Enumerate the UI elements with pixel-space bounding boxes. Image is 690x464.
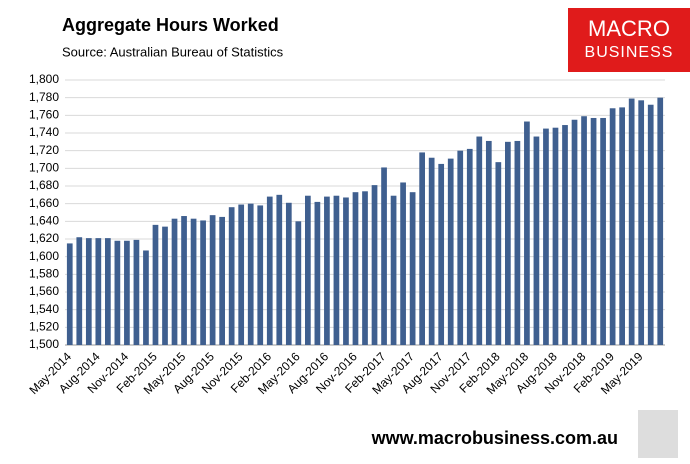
bar (524, 121, 530, 346)
bar (95, 238, 102, 345)
y-tick-label: 1,540 (29, 302, 59, 316)
footer-url: www.macrobusiness.com.au (371, 428, 618, 448)
bar (438, 163, 445, 345)
y-tick-label: 1,780 (29, 90, 59, 104)
bar (628, 98, 635, 345)
y-tick-label: 1,760 (29, 108, 59, 122)
bar (114, 240, 121, 345)
bar (247, 203, 254, 345)
bar (533, 136, 540, 345)
bar (66, 243, 73, 345)
bar (85, 238, 92, 345)
bar (295, 221, 302, 345)
chart-subtitle: Source: Australian Bureau of Statistics (62, 44, 284, 59)
bar (543, 128, 549, 345)
chart-title: Aggregate Hours Worked (62, 15, 279, 35)
y-tick-label: 1,700 (29, 161, 59, 175)
bar (485, 140, 492, 345)
y-tick-label: 1,640 (29, 214, 59, 228)
y-tick-label: 1,500 (29, 337, 59, 351)
bar (495, 162, 502, 345)
bar (124, 240, 130, 345)
bar (200, 220, 206, 345)
bar (219, 216, 225, 345)
bar (152, 224, 159, 345)
bar (657, 97, 664, 346)
logo-text: MACRO (588, 16, 670, 41)
bar (581, 116, 587, 345)
bar (381, 167, 387, 345)
bar (285, 202, 292, 345)
bar (257, 205, 264, 345)
bar (171, 218, 178, 345)
bar (419, 152, 425, 345)
bar (324, 196, 330, 345)
bar (333, 195, 340, 345)
logo-icon (638, 410, 678, 458)
bar (276, 194, 283, 345)
logo-text: BUSINESS (585, 44, 674, 61)
bar (181, 216, 187, 345)
bar (505, 141, 511, 345)
y-tick-label: 1,800 (29, 72, 59, 86)
bar (571, 119, 578, 345)
y-tick-label: 1,680 (29, 178, 59, 192)
bar (447, 158, 454, 345)
bar (457, 150, 464, 345)
logo-box (568, 8, 690, 72)
bar (466, 148, 473, 345)
bar (352, 192, 359, 345)
bar (343, 197, 349, 345)
y-tick-label: 1,600 (29, 249, 59, 263)
bar (162, 226, 168, 345)
bar (390, 195, 397, 345)
bar (619, 107, 625, 345)
bar (476, 136, 483, 345)
bar (266, 196, 273, 345)
bar (600, 117, 606, 345)
bar (552, 127, 559, 345)
bar (190, 218, 197, 345)
bar (105, 238, 111, 345)
bar (514, 140, 521, 345)
bar (647, 104, 654, 345)
bar (362, 191, 368, 345)
bar (305, 195, 311, 345)
bar (76, 237, 83, 345)
bar (409, 192, 416, 345)
bar (133, 239, 140, 345)
bar (371, 185, 378, 345)
bar (314, 201, 321, 345)
bar (428, 157, 435, 345)
bar (638, 100, 645, 345)
y-tick-label: 1,720 (29, 143, 59, 157)
y-tick-label: 1,620 (29, 231, 59, 245)
y-tick-label: 1,580 (29, 267, 59, 281)
bar (209, 215, 216, 345)
bar (609, 108, 616, 346)
bar (238, 204, 245, 345)
y-tick-label: 1,740 (29, 125, 59, 139)
bar (400, 182, 406, 345)
bar (590, 117, 597, 345)
y-tick-label: 1,560 (29, 284, 59, 298)
bar (143, 250, 149, 345)
y-tick-label: 1,520 (29, 320, 59, 334)
y-tick-label: 1,660 (29, 196, 59, 210)
bar (228, 207, 235, 345)
bar (562, 125, 568, 345)
